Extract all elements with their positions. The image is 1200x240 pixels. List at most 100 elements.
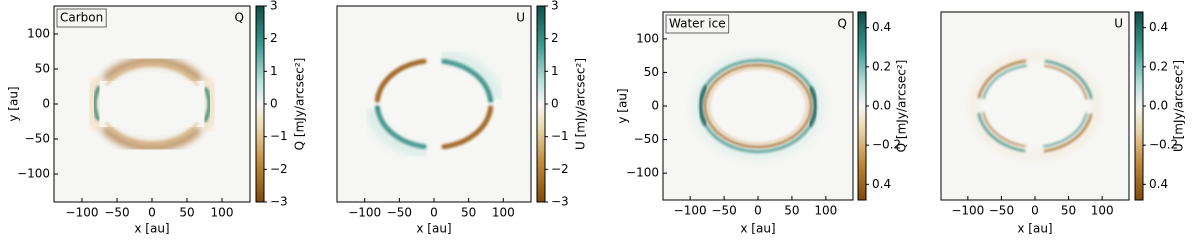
x-tick-label: 0 — [148, 206, 156, 220]
colorbar-tick-label: 3 — [551, 0, 559, 13]
x-tick-label: −50 — [104, 206, 129, 220]
colorbar-tick-label: −1 — [551, 129, 569, 143]
image-background — [941, 12, 1129, 200]
ring-arc — [692, 53, 824, 159]
y-tick-label: −100 — [17, 167, 50, 181]
colorbar-tick-label: −0.2 — [872, 138, 901, 152]
x-tick-label: 0 — [430, 206, 438, 220]
y-tick-label: 0 — [651, 99, 659, 113]
ring-arc — [977, 112, 1026, 153]
colorbar-tick-label: 1 — [551, 64, 559, 78]
ring-arc — [708, 67, 808, 145]
ring — [970, 53, 1100, 159]
y-tick-label: 50 — [644, 65, 659, 79]
ring-arc — [808, 86, 818, 128]
colorbar-tick-label: −0.2 — [1149, 138, 1178, 152]
ring-arc — [102, 125, 201, 151]
x-tick-label: 100 — [1091, 204, 1114, 218]
x-tick-label: −50 — [711, 204, 736, 218]
colorbar-tick-label: 0.4 — [872, 20, 891, 34]
colorbar-tick-label: 0.4 — [872, 177, 891, 191]
stokes-label: U — [1114, 17, 1123, 31]
x-axis-label: x [au] — [416, 222, 451, 236]
ring-arc — [970, 53, 1100, 159]
colorbar-tick-label: 0.2 — [872, 59, 891, 73]
ring-arc — [440, 49, 503, 102]
x-tick-label: 0 — [754, 204, 762, 218]
colorbar-tick-label: 1 — [270, 64, 278, 78]
x-axis-label: x [au] — [1017, 222, 1052, 236]
colorbar-label: U [mJy/arcsec²] — [574, 58, 588, 150]
x-tick-label: 100 — [211, 206, 234, 220]
stokes-label: U — [516, 11, 525, 25]
annotation-box — [56, 8, 107, 28]
y-tick-label: 100 — [27, 27, 50, 41]
annotation: Water ice — [669, 17, 726, 31]
colorbar-tick-label: 0.0 — [872, 99, 891, 113]
colorbar-tick-label: 0.2 — [1149, 59, 1168, 73]
colorbar — [536, 5, 546, 203]
colorbar-tick-label: 0 — [551, 97, 559, 111]
ring-arc — [1043, 112, 1088, 148]
y-tick-label: 100 — [636, 31, 659, 45]
x-tick-label: −100 — [348, 206, 381, 220]
x-axis-label: x [au] — [740, 222, 775, 236]
colorbar-label: U [mJy/arcsec²] — [1172, 60, 1186, 152]
colorbar-label: Q [mJy/arcsec²] — [895, 60, 909, 153]
colorbar — [255, 5, 265, 203]
x-tick-label: −100 — [951, 204, 984, 218]
stokes-label: Q — [838, 17, 847, 31]
y-tick-label: −50 — [634, 132, 659, 146]
colorbar-tick-label: −1 — [270, 129, 288, 143]
ring-arc — [1044, 64, 1088, 100]
ring-arc — [365, 106, 428, 159]
x-tick-label: 50 — [461, 206, 476, 220]
annotation-box — [665, 14, 730, 34]
ring-arc — [103, 57, 202, 83]
y-axis-label: y [au] — [616, 88, 630, 123]
ring-arc — [374, 58, 427, 103]
y-tick-label: −100 — [626, 166, 659, 180]
colorbar-tick-label: −2 — [551, 162, 569, 176]
colorbar-tick-label: −2 — [270, 162, 288, 176]
colorbar-tick-label: 0.4 — [1149, 177, 1168, 191]
colorbar-tick-label: 0.4 — [1149, 20, 1168, 34]
image-background — [663, 12, 853, 200]
x-tick-label: −50 — [989, 204, 1014, 218]
ring-arc — [1044, 59, 1093, 100]
ring-arc — [982, 112, 1026, 148]
y-tick-label: 50 — [35, 62, 50, 76]
ring-arc — [698, 84, 708, 126]
ring-arc — [85, 75, 104, 133]
x-tick-label: 50 — [1061, 204, 1076, 218]
x-tick-label: 50 — [784, 204, 799, 218]
x-tick-label: 100 — [492, 206, 515, 220]
ring-arc — [105, 63, 199, 86]
x-tick-label: 50 — [179, 206, 194, 220]
y-axis-label: y [au] — [7, 86, 21, 121]
ring-arc — [441, 105, 494, 150]
image-background — [54, 6, 250, 202]
annotation: Carbon — [60, 11, 103, 25]
x-tick-label: −100 — [674, 204, 707, 218]
colorbar-tick-label: 3 — [270, 0, 278, 13]
colorbar-tick-label: 0 — [270, 97, 278, 111]
ring-arc — [703, 63, 813, 149]
colorbar-tick-label: −3 — [551, 195, 569, 209]
colorbar-tick-label: −3 — [270, 195, 288, 209]
ring-arc — [200, 75, 219, 133]
ring — [692, 53, 824, 159]
ring-arc — [982, 64, 1027, 100]
x-tick-label: −50 — [387, 206, 412, 220]
colorbar — [1134, 11, 1144, 201]
y-tick-label: −50 — [25, 132, 50, 146]
colorbar-tick-label: 2 — [270, 31, 278, 45]
image-background — [337, 6, 531, 202]
colorbar-tick-label: 2 — [551, 31, 559, 45]
y-tick-label: 0 — [42, 97, 50, 111]
x-tick-label: 100 — [814, 204, 837, 218]
x-tick-label: 0 — [1031, 204, 1039, 218]
ring-arc — [977, 59, 1027, 99]
ring-arc — [105, 122, 199, 145]
